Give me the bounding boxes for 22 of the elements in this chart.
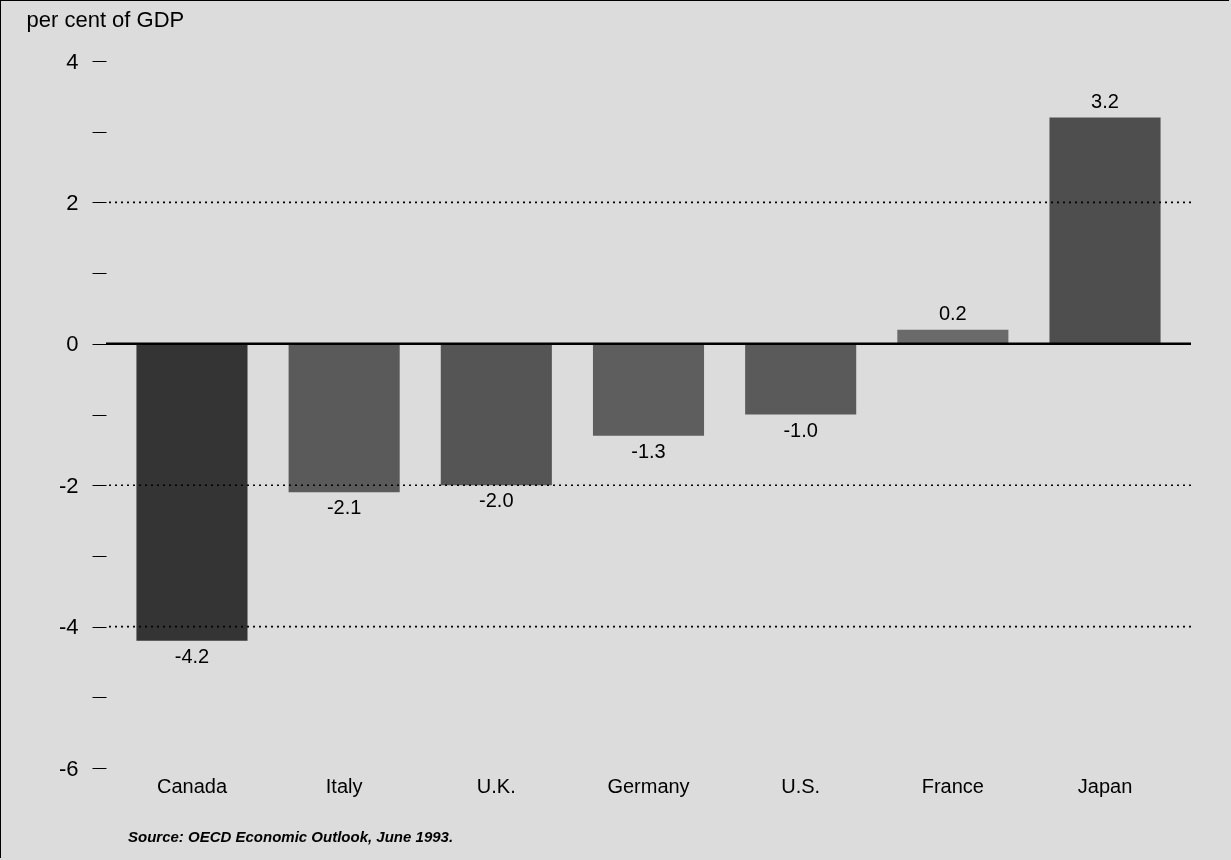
data-label: -4.2: [174, 644, 210, 667]
source-note: Source: OECD Economic Outlook, June 1993.: [128, 828, 454, 845]
x-tick-label: U.K.: [476, 774, 516, 797]
x-tick-label: Italy: [325, 774, 363, 797]
data-label: -2.1: [326, 496, 362, 519]
data-label: -1.0: [783, 418, 818, 441]
data-label: 0.2: [938, 301, 967, 324]
x-tick-label: France: [921, 774, 984, 797]
y-tick-label: 4: [66, 48, 79, 74]
data-label: 3.2: [1091, 89, 1119, 112]
data-label: -1.3: [631, 439, 666, 462]
x-tick-label: Germany: [607, 774, 690, 797]
y-tick-label: -4: [58, 614, 79, 640]
y-axis-title: per cent of GDP: [26, 6, 185, 32]
y-tick-label: 2: [66, 189, 79, 215]
y-tick-label: -2: [58, 472, 79, 498]
x-tick-label: U.S.: [781, 774, 821, 797]
x-tick-label: Japan: [1077, 774, 1133, 797]
data-label: -2.0: [479, 489, 514, 512]
y-tick-label: 0: [66, 331, 79, 357]
x-tick-label: Canada: [156, 774, 228, 797]
y-tick-label: -6: [58, 755, 79, 781]
